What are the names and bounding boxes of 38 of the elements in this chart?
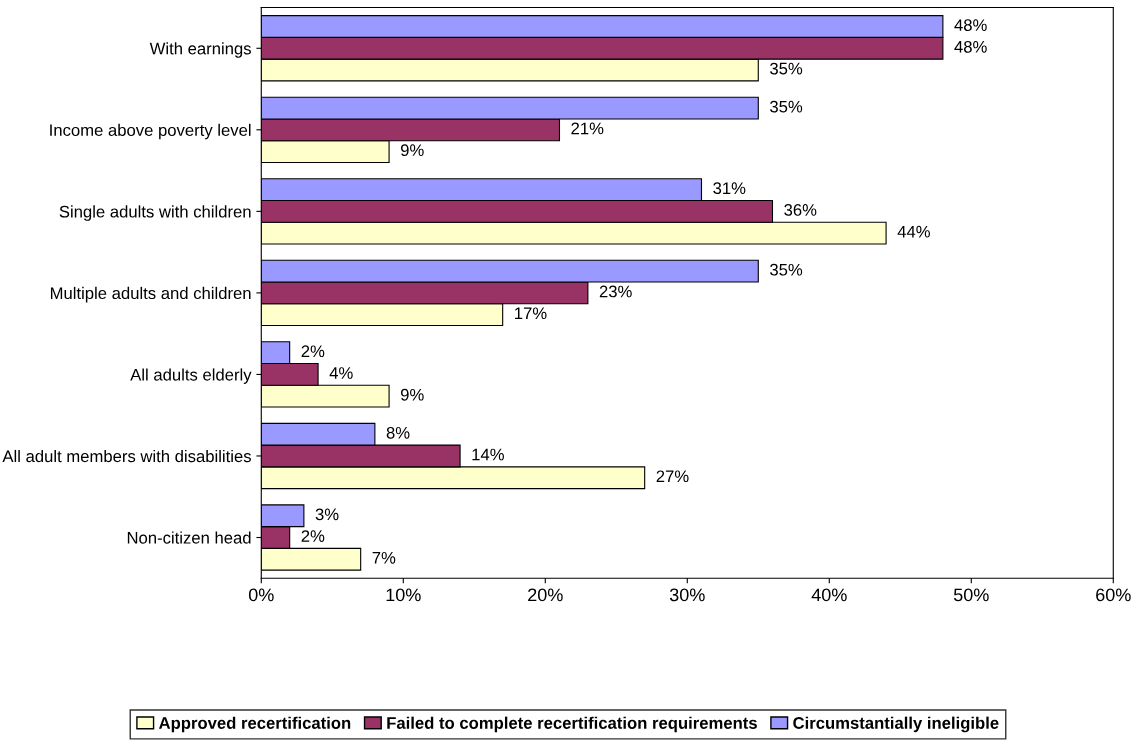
legend-label: Approved recertification — [158, 716, 351, 733]
data-label: 2% — [301, 345, 325, 358]
data-label: 35% — [770, 100, 803, 113]
data-label: 35% — [770, 62, 803, 75]
legend-label: Circumstantially ineligible — [793, 716, 999, 733]
y-tick-label: All adult members with disabilities — [2, 449, 251, 463]
y-tick-label: Income above poverty level — [50, 123, 251, 140]
data-label: 9% — [400, 144, 424, 157]
x-tick-label: 40% — [811, 588, 847, 602]
x-tick-label: 20% — [528, 588, 563, 602]
data-label: 8% — [386, 426, 410, 439]
x-tick-label: 10% — [386, 588, 421, 602]
y-tick-label: Non-citizen head — [127, 531, 251, 544]
data-label: 44% — [897, 225, 930, 238]
data-label: 7% — [372, 551, 396, 564]
x-tick-label: 30% — [669, 588, 705, 602]
x-tick-label: 0% — [248, 588, 274, 602]
data-label: 3% — [315, 508, 339, 521]
data-label: 14% — [472, 448, 504, 461]
y-tick-label: All adults elderly — [130, 368, 252, 384]
data-label: 17% — [515, 307, 547, 320]
x-tick-label: 60% — [1096, 588, 1131, 602]
data-label: 27% — [656, 470, 689, 483]
y-tick-label: With earnings — [149, 42, 251, 58]
data-label: 35% — [770, 263, 803, 276]
data-label: 2% — [301, 530, 325, 542]
legend-label: Failed to complete recertification requirements — [387, 716, 757, 733]
data-label: 9% — [400, 388, 424, 401]
data-label: 4% — [329, 367, 353, 379]
data-label: 23% — [599, 285, 632, 298]
data-label: 48% — [954, 40, 987, 53]
data-label: 31% — [713, 182, 746, 195]
y-tick-label: Multiple adults and children — [50, 286, 251, 303]
data-label: 36% — [784, 204, 817, 216]
x-tick-label: 50% — [953, 588, 989, 602]
data-label: 21% — [571, 122, 604, 135]
data-label: 48% — [954, 19, 987, 32]
y-tick-label: Single adults with children — [59, 205, 251, 221]
